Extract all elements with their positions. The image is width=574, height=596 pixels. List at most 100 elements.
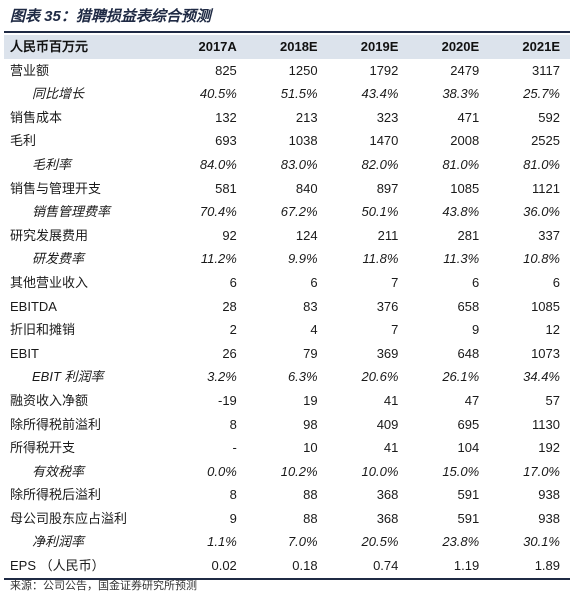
table-cell: 36.0% (523, 204, 560, 220)
table-cell: 26.1% (442, 369, 480, 385)
row-label: 同比增长 (32, 86, 85, 102)
table-cell: 6 (552, 274, 560, 290)
table-cell: 12 (545, 322, 560, 338)
table-cell: 591 (457, 487, 480, 503)
table-row: 销售成本 132 213 323 471 592 (4, 106, 570, 130)
table-row: 除所得税前溢利 8 98 409 695 1130 (4, 413, 570, 437)
table-cell: 192 (538, 440, 560, 456)
table-cell: 83.0% (280, 156, 318, 172)
table-cell: 369 (376, 345, 399, 361)
row-label: 销售与管理开支 (10, 180, 102, 196)
row-label: 融资收入净额 (10, 392, 89, 408)
header-year: 2017A (166, 35, 247, 59)
table-cell: 41 (383, 392, 399, 408)
table-row: 销售与管理开支 581 840 897 1085 1121 (4, 177, 570, 201)
table-cell: 368 (376, 510, 399, 526)
table-cell: 1250 (288, 62, 318, 78)
table-row: 融资收入净额 -19 19 41 47 57 (4, 389, 570, 413)
table-cell: 92 (222, 227, 237, 243)
table-row: 毛利率 84.0% 83.0% 82.0% 81.0% 81.0% (4, 153, 570, 177)
table-cell: 41 (383, 440, 399, 456)
table-cell: 471 (457, 109, 480, 125)
table-cell: 409 (376, 416, 399, 432)
table-cell: 1073 (531, 345, 560, 361)
table-cell: 0.18 (246, 554, 328, 580)
table-cell: 20.5% (361, 534, 399, 550)
table-row: 营业额 825 1250 1792 2479 3117 (4, 59, 570, 83)
table-row: 其他营业收入 6 6 7 6 6 (4, 271, 570, 295)
table-cell: 30.1% (523, 534, 560, 550)
table-cell: 693 (215, 133, 237, 149)
table-cell: 43.4% (361, 86, 399, 102)
table-cell: 11.8% (362, 251, 399, 267)
row-label: 除所得税后溢利 (10, 487, 102, 503)
row-label: 其他营业收入 (10, 274, 89, 290)
table-cell: 124 (295, 227, 318, 243)
table-cell: 10 (303, 440, 318, 456)
table-cell: 25.7% (523, 86, 560, 102)
table-cell: 7 (391, 274, 399, 290)
table-cell: 3117 (532, 62, 560, 78)
table-cell: 211 (377, 227, 399, 243)
table-cell: 88 (303, 487, 318, 503)
table-cell: 376 (376, 298, 399, 314)
table-cell: 23.8% (442, 534, 480, 550)
table-cell: 1.89 (489, 554, 570, 580)
row-label: 销售成本 (10, 109, 63, 125)
row-label: 研发费率 (32, 251, 85, 267)
table-cell: 84.0% (199, 156, 237, 172)
row-label: 研究发展费用 (10, 227, 89, 243)
row-label: 折旧和摊销 (10, 322, 76, 338)
table-row: 净利润率 1.1% 7.0% 20.5% 23.8% 30.1% (4, 530, 570, 554)
table-cell: 47 (464, 392, 480, 408)
table-cell: 658 (457, 298, 480, 314)
table-row: 研发费率 11.2% 9.9% 11.8% 11.3% 10.8% (4, 247, 570, 271)
table-cell: 40.5% (199, 86, 237, 102)
table-cell: 1130 (532, 416, 560, 432)
table-cell: 9.9% (287, 251, 318, 267)
header-year: 2019E (327, 35, 409, 59)
table-cell: 938 (538, 487, 560, 503)
table-cell: 0.02 (166, 554, 247, 580)
row-label: 毛利率 (32, 156, 72, 172)
table-cell: 6 (229, 274, 237, 290)
table-cell: 104 (457, 440, 480, 456)
table-row: EBIT 26 79 369 648 1073 (4, 342, 570, 366)
table-cell: 10.2% (280, 463, 318, 479)
row-label: 除所得税前溢利 (10, 416, 102, 432)
table-cell: 825 (215, 62, 237, 78)
table-cell: 213 (295, 109, 318, 125)
table-row: 所得税开支 - 10 41 104 192 (4, 436, 570, 460)
table-cell: 79 (303, 345, 318, 361)
table-row: EPS （人民币） 0.02 0.18 0.74 1.19 1.89 (4, 554, 570, 580)
page-title: 图表 35：猎聘损益表综合预测 (10, 8, 211, 25)
table-cell: 82.0% (361, 156, 399, 172)
table-cell: 2479 (450, 62, 480, 78)
table-cell: 70.4% (199, 204, 237, 220)
table-cell: 81.0% (523, 156, 560, 172)
table-cell: 8 (229, 416, 237, 432)
table-cell: 1085 (450, 180, 480, 196)
row-label: EBIT (10, 345, 39, 361)
table-cell: 1.1% (207, 534, 237, 550)
table-cell: 11.3% (443, 251, 480, 267)
table-row: 毛利 693 1038 1470 2008 2525 (4, 129, 570, 153)
row-label: 毛利 (10, 133, 37, 149)
table-cell: 43.8% (442, 204, 480, 220)
header-year: 2021E (489, 35, 570, 59)
table-cell: 897 (376, 180, 399, 196)
table-cell: 57 (545, 392, 560, 408)
table-header-row: 人民币百万元 2017A 2018E 2019E 2020E 2021E (4, 35, 570, 59)
table-cell: 10.8% (523, 251, 560, 267)
table-cell: 840 (295, 180, 318, 196)
table-cell: 6 (310, 274, 318, 290)
table-cell: 0.0% (207, 463, 237, 479)
income-statement-table: 人民币百万元 2017A 2018E 2019E 2020E 2021E 营业额… (4, 35, 570, 580)
table-row: 除所得税后溢利 8 88 368 591 938 (4, 483, 570, 507)
table-cell: 6 (471, 274, 480, 290)
table-cell: 11.2% (200, 251, 237, 267)
table-row: 母公司股东应占溢利 9 88 368 591 938 (4, 507, 570, 531)
table-cell: 38.3% (442, 86, 480, 102)
table-cell: 88 (303, 510, 318, 526)
table-cell: 2 (229, 322, 237, 338)
